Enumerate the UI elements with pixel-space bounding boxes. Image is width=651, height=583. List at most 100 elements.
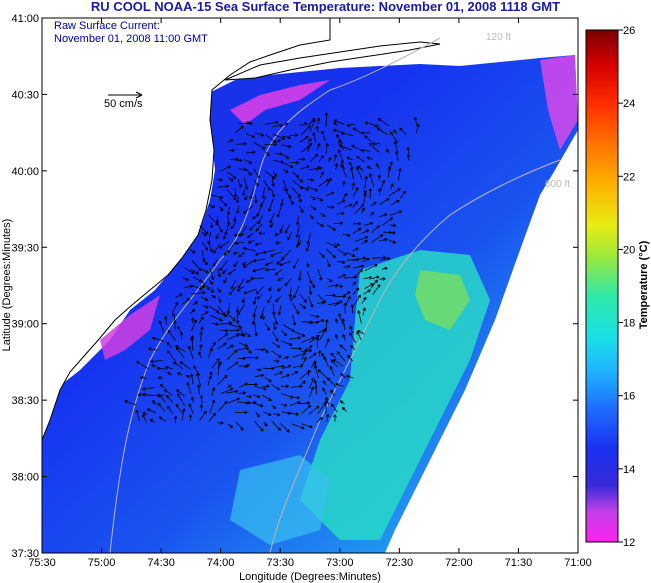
current-vector-head — [166, 341, 170, 344]
current-vector — [228, 268, 236, 275]
current-vector-head — [343, 295, 347, 299]
current-vector-head — [192, 270, 195, 274]
current-vector-head — [387, 198, 390, 202]
current-vector-head — [166, 341, 168, 345]
current-vector — [235, 421, 244, 431]
current-vector-head — [220, 209, 224, 212]
current-vector-head — [236, 328, 240, 331]
current-vector — [345, 295, 351, 306]
current-vector — [300, 145, 311, 153]
current-vector — [227, 344, 234, 349]
current-vector-head — [231, 286, 234, 290]
current-vector-head — [372, 142, 376, 145]
current-vector — [258, 232, 266, 234]
current-vector — [253, 394, 261, 398]
current-vector — [210, 287, 214, 293]
current-vector — [243, 288, 257, 294]
current-vector-head — [228, 273, 232, 275]
current-vector — [306, 186, 318, 192]
current-vector — [238, 168, 247, 171]
x-tick-label: 74:00 — [207, 557, 235, 569]
current-vector-head — [334, 254, 336, 258]
current-vector — [227, 423, 234, 428]
current-vector — [236, 196, 239, 203]
current-vector-head — [257, 394, 261, 398]
current-vector-head — [398, 168, 401, 172]
current-vector-head — [186, 277, 189, 281]
current-vector-head — [210, 371, 213, 375]
x-tick-label: 75:00 — [88, 557, 116, 569]
current-vector — [274, 152, 283, 155]
current-vector — [361, 296, 367, 304]
current-vector-head — [244, 197, 248, 201]
current-vector-head — [372, 143, 376, 146]
current-vector-head — [304, 380, 306, 384]
current-vector-head — [135, 410, 137, 414]
current-vector — [274, 371, 283, 376]
current-vector — [336, 212, 345, 215]
current-vector-head — [319, 167, 323, 170]
current-vector-head — [199, 344, 202, 347]
current-vector — [283, 162, 294, 168]
current-vector-head — [277, 429, 281, 431]
current-vector-head — [374, 125, 378, 128]
current-vector-head — [296, 395, 300, 399]
current-vector — [291, 423, 305, 429]
current-vector-head — [318, 369, 322, 371]
current-vector — [363, 222, 373, 226]
current-vector-head — [256, 333, 258, 337]
current-vector-head — [237, 286, 241, 289]
current-vector — [300, 125, 311, 136]
current-vector-head — [352, 253, 356, 257]
current-vector-head — [185, 375, 189, 379]
current-vector — [350, 167, 354, 180]
current-vector — [275, 241, 281, 245]
current-vector-head — [277, 311, 280, 316]
current-vector-head — [223, 280, 227, 284]
current-vector — [236, 143, 247, 145]
current-vector — [343, 291, 351, 296]
current-vector-head — [363, 193, 367, 197]
current-vector-head — [391, 217, 394, 221]
current-vector-head — [191, 396, 195, 400]
current-vector — [253, 402, 264, 407]
current-vector — [263, 180, 271, 191]
current-vector-head — [364, 175, 367, 179]
current-vector-head — [255, 355, 259, 359]
current-vector-head — [293, 266, 297, 269]
colorbar-title: Temperature (°C) — [638, 240, 650, 329]
current-vector — [196, 372, 201, 387]
current-vector — [159, 320, 165, 334]
current-vector — [201, 268, 209, 274]
current-vector-head — [339, 344, 342, 348]
current-vector-head — [277, 413, 281, 416]
current-vector — [291, 171, 300, 178]
current-vector-head — [242, 192, 244, 196]
current-vector-head — [203, 410, 207, 413]
current-vector-head — [239, 158, 243, 161]
current-vector-head — [355, 287, 360, 290]
current-vector — [390, 200, 400, 206]
x-axis: 75:30 75:00 74:30 74:00 73:30 73:00 72:30 72:00… — [28, 18, 592, 569]
current-vector — [291, 370, 298, 376]
current-vector-head — [222, 236, 225, 240]
current-vector-head — [247, 236, 251, 239]
current-vector-head — [321, 223, 324, 227]
current-vector-head — [261, 317, 264, 320]
current-vector-head — [284, 405, 288, 407]
current-vector-head — [254, 242, 258, 246]
current-vector-head — [220, 421, 224, 424]
y-tick-label: 37:30 — [11, 548, 39, 560]
current-vector — [254, 322, 257, 337]
current-vector-head — [321, 319, 325, 321]
current-vector — [290, 295, 292, 302]
current-vector — [399, 190, 406, 199]
current-vector-head — [214, 387, 216, 391]
current-vector-head — [299, 188, 303, 190]
current-vector-head — [205, 297, 209, 301]
current-vector-head — [337, 243, 340, 246]
current-vector — [237, 347, 249, 351]
current-vector-head — [219, 179, 223, 182]
current-vector — [297, 178, 304, 183]
